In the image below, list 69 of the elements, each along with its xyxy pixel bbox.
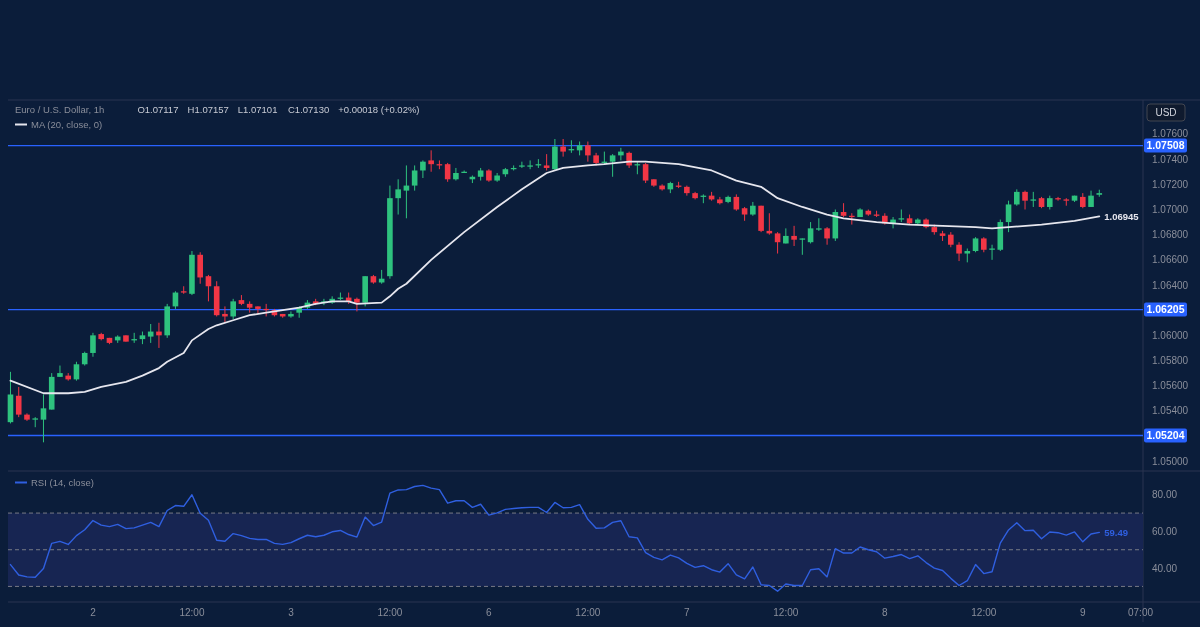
y-tick-label: 1.06400 (1152, 279, 1189, 291)
y-axis-title: USD (1155, 107, 1177, 118)
x-tick-label: 12:00 (971, 607, 997, 618)
ref-line-label: 1.07508 (1146, 139, 1185, 152)
y-tick-label: 1.06800 (1152, 229, 1189, 241)
x-tick-label: 7 (684, 607, 691, 618)
y-tick-label: 1.07200 (1152, 178, 1189, 190)
line-series (9, 160, 1101, 395)
y-tick-label: 1.05600 (1152, 380, 1189, 392)
x-tick-label: 12:00 (377, 607, 403, 618)
candlestick (57, 365, 63, 378)
candlestick (1022, 190, 1028, 210)
y-tick-label: 1.07600 (1152, 128, 1189, 140)
candlestick (527, 159, 533, 170)
x-tick-label: 3 (288, 607, 295, 618)
candlestick (255, 305, 261, 315)
candlestick (230, 298, 236, 320)
ref-line-label: 1.05204 (1146, 429, 1185, 442)
annotation: L1.07101 (237, 104, 278, 115)
y-tick-label: 1.07400 (1152, 153, 1189, 165)
y-tick-label: 60.00 (1152, 525, 1178, 537)
y-tick-label: 1.07000 (1152, 203, 1189, 215)
candlestick (1005, 200, 1012, 233)
candlestick (552, 138, 558, 171)
annotation: +0.00018 (+0.02%) (338, 104, 420, 115)
x-tick-label: 12:00 (773, 607, 799, 618)
data-label: 1.06945 (1104, 210, 1140, 222)
candlestick (585, 141, 591, 163)
x-tick-label: 12:00 (575, 607, 601, 618)
candlestick (799, 237, 806, 256)
candlestick (420, 159, 426, 179)
y-tick-label: 40.00 (1152, 562, 1178, 574)
candlestick (354, 297, 360, 312)
y-tick-label: 1.06000 (1152, 329, 1189, 341)
candlestick (774, 231, 781, 255)
candlestick (395, 178, 401, 216)
candlestick (807, 221, 814, 244)
candlestick (642, 162, 649, 184)
x-tick-label: 9 (1080, 607, 1086, 618)
ref-line-label: 1.06205 (1146, 303, 1185, 316)
y-tick-label: 80.00 (1152, 489, 1178, 501)
candlestick (519, 161, 525, 169)
x-tick-label: 07:00 (1128, 607, 1154, 618)
candlestick (453, 167, 459, 182)
legend-label: RSI (14, close) (31, 477, 94, 488)
legend-label: MA (20, close, 0) (31, 119, 103, 130)
y-tick-label: 1.05000 (1152, 455, 1189, 467)
y-tick-label: 1.06600 (1152, 254, 1189, 266)
y-tick-label: 1.05800 (1152, 355, 1189, 367)
x-tick-label: 2 (90, 607, 97, 618)
candlestick (197, 251, 203, 285)
candlestick (609, 153, 616, 178)
chart-title: Euro / U.S. Dollar, 1h (15, 104, 105, 115)
candlestick (411, 164, 418, 192)
y-tick-label: 1.05400 (1152, 405, 1189, 417)
candlestick (560, 138, 566, 158)
x-tick-label: 12:00 (179, 607, 205, 618)
candlestick (956, 241, 962, 262)
annotation: H1.07157 (187, 104, 229, 115)
x-tick-label: 8 (882, 607, 889, 618)
candlestick (428, 149, 434, 173)
x-tick-label: 6 (486, 607, 493, 618)
candlestick (15, 386, 22, 418)
candlestick (90, 332, 96, 358)
data-label: 59.49 (1104, 526, 1129, 538)
annotation: C1.07130 (288, 104, 330, 115)
candlestick (40, 393, 47, 443)
annotation: O1.07117 (137, 104, 179, 115)
candlestick (791, 225, 797, 247)
